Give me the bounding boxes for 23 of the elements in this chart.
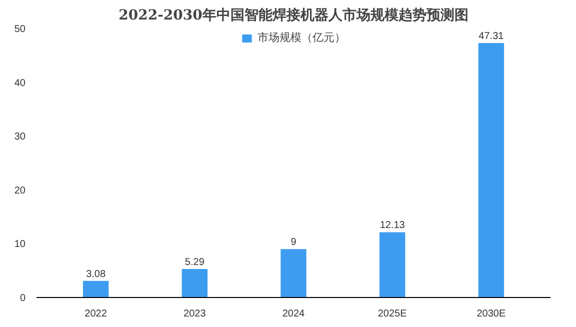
- y-tick-label: 20: [14, 185, 26, 196]
- y-tick-label: 40: [14, 78, 26, 89]
- x-tick-label: 2025E: [378, 308, 408, 320]
- bar: [82, 280, 109, 298]
- bar: [280, 249, 306, 298]
- chart-title: 2022-2030年中国智能焊接机器人市场规模趋势预测图: [118, 6, 468, 24]
- data-label: 3.08: [86, 268, 106, 280]
- data-label: 5.29: [184, 257, 205, 268]
- x-tick-label: 2030E: [476, 308, 506, 320]
- data-label: 47.31: [478, 30, 504, 42]
- y-tick-label: 30: [14, 132, 26, 143]
- data-label: 9: [290, 237, 297, 248]
- legend-label: 市场规模（亿元）: [258, 30, 346, 45]
- y-tick-label: 50: [14, 24, 26, 35]
- y-tick-label: 0: [20, 293, 26, 304]
- x-tick-label: 2024: [282, 308, 306, 320]
- bar: [182, 269, 208, 298]
- y-tick-label: 10: [14, 239, 26, 250]
- bar: [379, 232, 406, 298]
- bar: [478, 42, 504, 298]
- data-label: 12.13: [380, 220, 406, 232]
- x-tick-label: 2022: [84, 308, 108, 320]
- x-tick-label: 2023: [184, 308, 206, 320]
